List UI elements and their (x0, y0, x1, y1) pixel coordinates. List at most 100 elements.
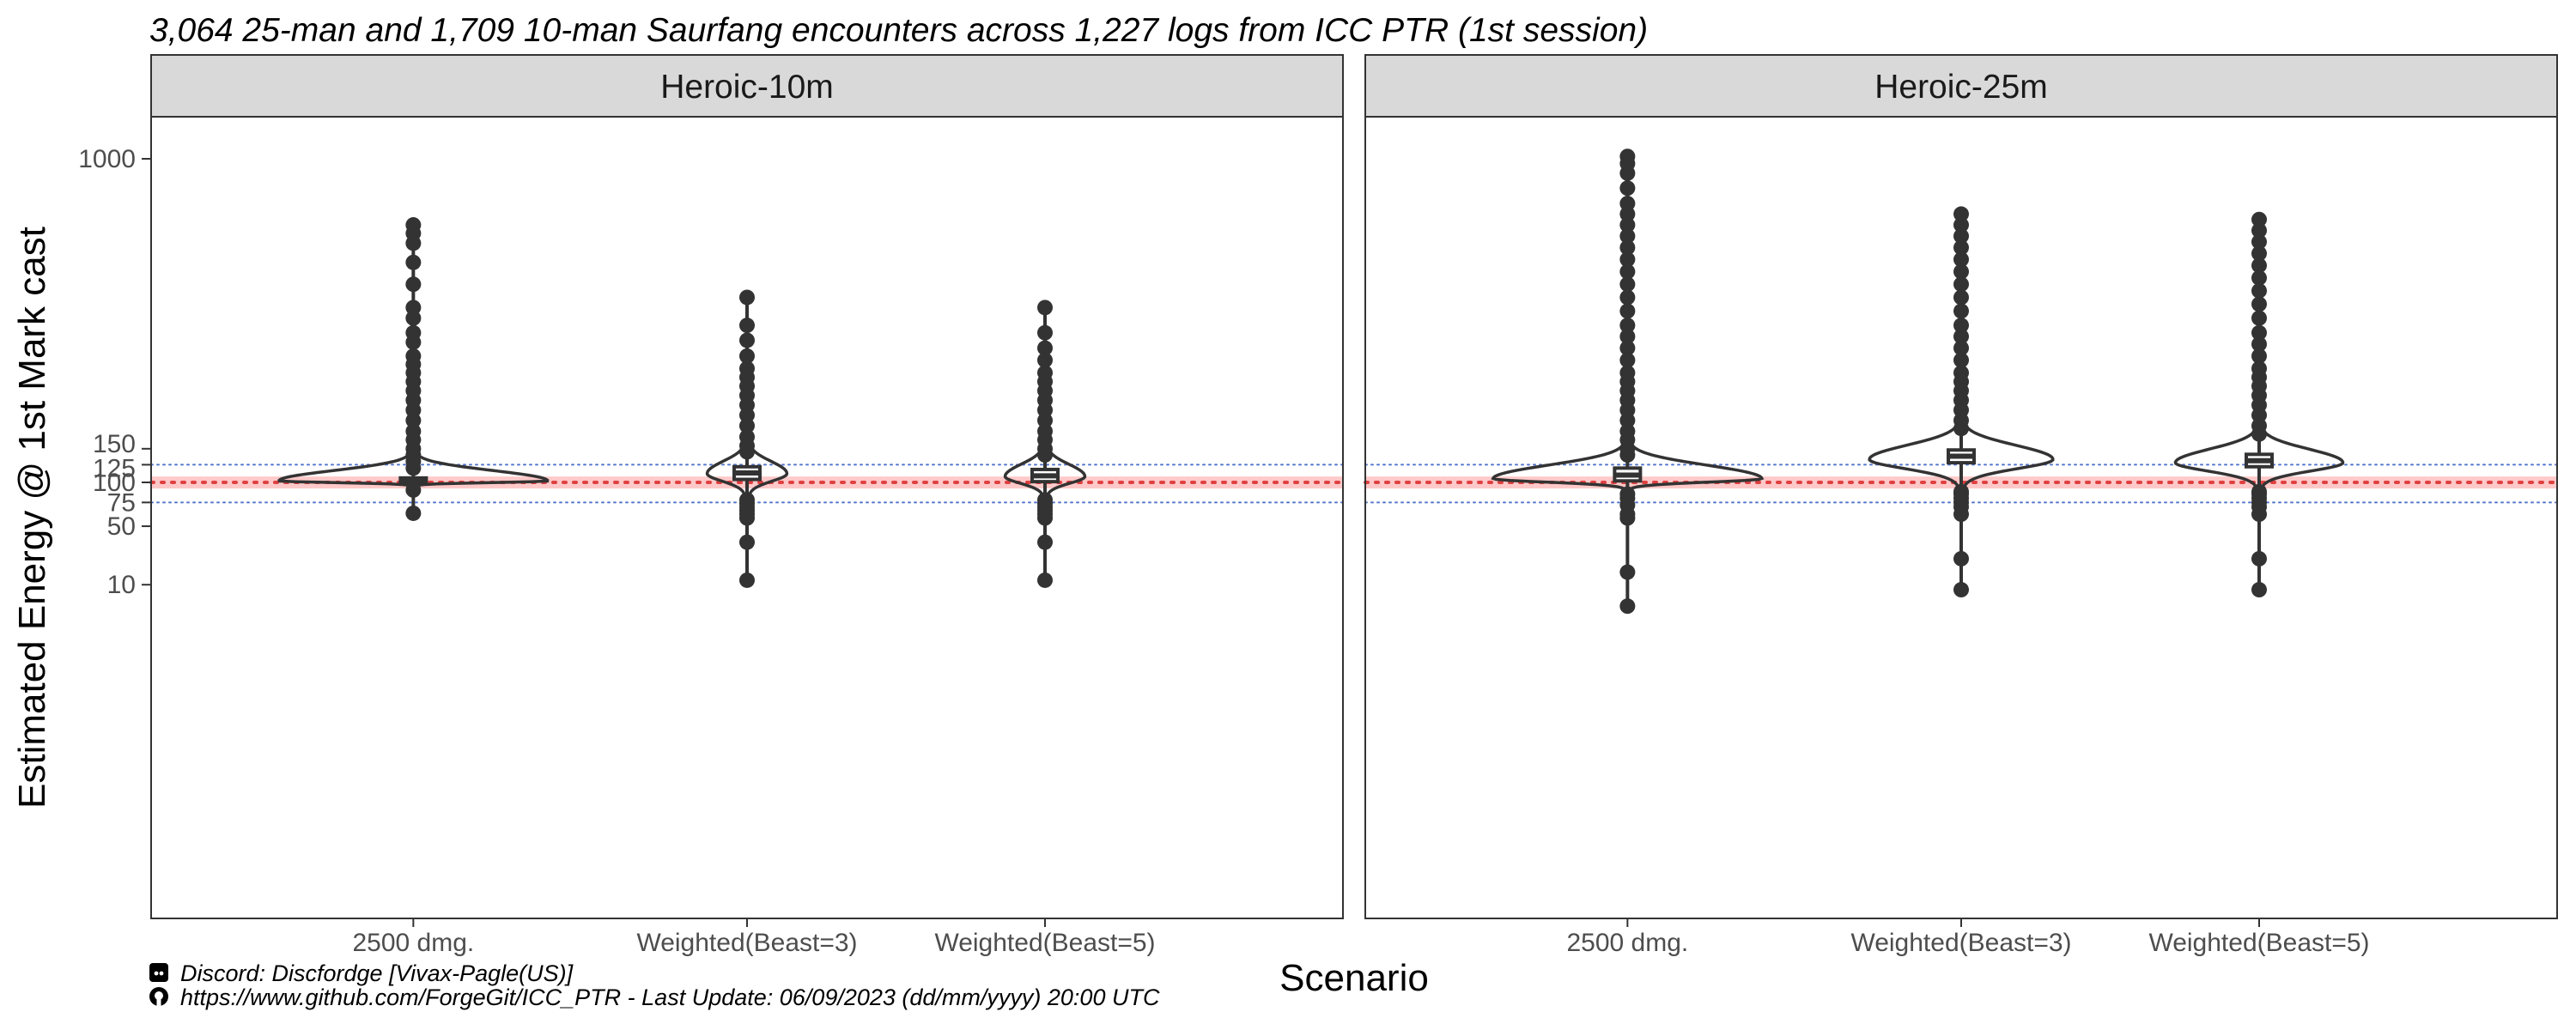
outlier-point (1619, 598, 1636, 615)
outlier-point (405, 276, 422, 293)
outlier-point (739, 289, 755, 306)
plot-area (1364, 148, 2559, 615)
outlier-point (739, 534, 755, 550)
outlier-point (1037, 572, 1053, 588)
plot-area (149, 217, 1345, 588)
outlier-point (1619, 564, 1636, 580)
y-tick-label: 1000 (78, 145, 136, 173)
panel-heroic-25m: Heroic-25m (1364, 54, 2559, 919)
outlier-point (1037, 324, 1053, 341)
outlier-point (1953, 329, 1969, 345)
outlier-point (2251, 550, 2267, 566)
panel-strip-label: Heroic-10m (660, 69, 834, 106)
caption-text: Discord: Discfordge [Vivax-Pagle(US)] (180, 960, 574, 986)
series-group (1491, 148, 1765, 615)
y-tick-label: 150 (93, 430, 136, 458)
x-tick-label: Weighted(Beast=5) (2148, 929, 2369, 957)
outlier-point (2251, 426, 2267, 442)
outlier-point (2251, 222, 2267, 239)
chart-title: 3,064 25-man and 1,709 10-man Saurfang e… (149, 12, 1648, 49)
outlier-point (405, 235, 422, 251)
outlier-point (1037, 340, 1053, 356)
outlier-point (1037, 352, 1053, 368)
outlier-point (739, 572, 755, 588)
outlier-point (1619, 303, 1636, 319)
outlier-point (1953, 276, 1969, 293)
series-group (1868, 206, 2055, 598)
outlier-point (1953, 421, 1969, 437)
outlier-point (1953, 206, 1969, 222)
outlier-point (1619, 352, 1636, 368)
outlier-point (1619, 412, 1636, 428)
outlier-point (2251, 506, 2267, 523)
outlier-point (405, 482, 422, 498)
outlier-point (1953, 506, 1969, 523)
outlier-point (739, 444, 755, 460)
series-group (1003, 300, 1087, 588)
outlier-point (2251, 282, 2267, 299)
outlier-point (1953, 239, 1969, 256)
outlier-point (2251, 582, 2267, 598)
outlier-point (2251, 324, 2267, 341)
outlier-point (1037, 447, 1053, 464)
outlier-point (739, 318, 755, 334)
outlier-point (1953, 318, 1969, 334)
x-axis: 2500 dmg. Weighted(Beast=3) Weighted(Beast… (352, 918, 2370, 957)
outlier-point (739, 418, 755, 434)
outlier-point (1619, 289, 1636, 306)
outlier-point (2251, 407, 2267, 423)
outlier-point (1037, 300, 1053, 316)
outlier-point (1953, 550, 1969, 566)
y-tick-label: 125 (93, 454, 136, 482)
outlier-point (1619, 165, 1636, 181)
x-tick-label: Weighted(Beast=3) (1850, 929, 2071, 957)
outlier-point (1953, 289, 1969, 306)
outlier-point (1619, 228, 1636, 245)
outlier-point (1619, 510, 1636, 526)
outlier-point (1953, 340, 1969, 356)
caption-discord: Discord: Discfordge [Vivax-Pagle(US)] (149, 960, 574, 986)
outlier-point (2251, 296, 2267, 312)
caption-text: https://www.github.com/ForgeGit/ICC_PTR … (180, 985, 1160, 1010)
x-tick-label: Weighted(Beast=5) (934, 929, 1155, 957)
outlier-point (1619, 447, 1636, 464)
outlier-point (1037, 510, 1053, 526)
outlier-point (1619, 196, 1636, 212)
outlier-point (739, 510, 755, 526)
x-axis-label: Scenario (1279, 957, 1429, 999)
outlier-point (1953, 352, 1969, 368)
y-tick-label: 50 (107, 512, 136, 541)
outlier-point (2251, 336, 2267, 352)
outlier-point (405, 254, 422, 270)
outlier-point (739, 348, 755, 364)
outlier-point (1953, 217, 1969, 233)
outlier-point (1619, 329, 1636, 345)
outlier-point (1953, 303, 1969, 319)
outlier-point (2251, 245, 2267, 262)
outlier-point (1953, 251, 1969, 268)
outlier-point (1619, 340, 1636, 356)
panel-strip (150, 54, 1344, 118)
outlier-point (2251, 258, 2267, 274)
outlier-point (1619, 239, 1636, 256)
outlier-point (1953, 582, 1969, 598)
series-group (2173, 211, 2345, 598)
x-tick-label: 2500 dmg. (352, 929, 474, 957)
panel-strip-label: Heroic-25m (1874, 69, 2048, 106)
series-group (277, 217, 550, 521)
outlier-point (2251, 233, 2267, 250)
outlier-point (2251, 211, 2267, 227)
outlier-point (1619, 180, 1636, 197)
outlier-point (405, 460, 422, 476)
caption-github: https://www.github.com/ForgeGit/ICC_PTR … (149, 985, 1160, 1010)
outlier-point (1619, 217, 1636, 233)
outlier-point (2251, 310, 2267, 326)
x-tick-label: 2500 dmg. (1566, 929, 1688, 957)
outlier-point (1953, 228, 1969, 245)
outlier-point (1619, 251, 1636, 268)
outlier-point (405, 310, 422, 326)
y-axis-label: Estimated Energy @ 1st Mark cast (11, 227, 53, 809)
github-icon (149, 987, 168, 1006)
outlier-point (739, 332, 755, 348)
